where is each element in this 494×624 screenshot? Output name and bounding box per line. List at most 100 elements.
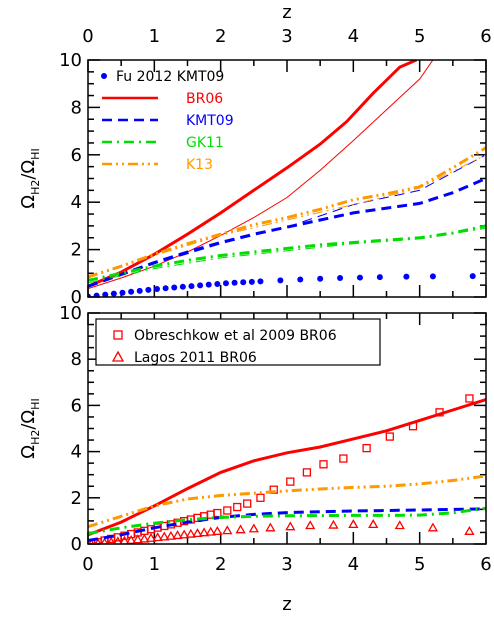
point-fu-2012-kmt09 <box>317 275 324 282</box>
legend-label: K13 <box>186 157 213 173</box>
point-lagos-2011-br06 <box>145 532 157 542</box>
x-tick-label: 1 <box>149 554 160 575</box>
top-x-tick-label: 5 <box>414 26 425 47</box>
point-lagos-2011-br06 <box>139 533 150 543</box>
y-tick-label: 0 <box>71 534 82 555</box>
legend-label: GK11 <box>186 135 224 151</box>
plot-frame <box>87 59 487 298</box>
series-line-k13 <box>88 146 486 279</box>
series-line-k13 <box>88 474 486 529</box>
point-fu-2012-kmt09 <box>145 286 152 293</box>
top-x-tick-label: 0 <box>82 26 93 47</box>
point-lagos-2011-br06 <box>172 530 183 540</box>
point-fu-2012-kmt09 <box>171 284 178 291</box>
point-fu-2012-kmt09 <box>205 281 212 288</box>
point-fu-2012-kmt09 <box>179 283 186 290</box>
x-tick-label: 4 <box>348 554 359 575</box>
point-lagos-2011-br06 <box>394 520 405 530</box>
point-fu-2012-kmt09 <box>214 280 221 287</box>
point-lagos-2011-br06 <box>235 524 246 534</box>
y-axis-label: ΩH2/ΩHI <box>18 398 42 458</box>
series-line-kmt09 <box>88 177 486 288</box>
legend: Obreschkow et al 2009 BR06 Lagos 2011 BR0… <box>95 318 381 366</box>
legend-label: Lagos 2011 BR06 <box>134 350 257 366</box>
point-fu-2012-kmt09 <box>93 292 100 297</box>
series-thin-line-k13 <box>88 154 486 279</box>
point-lagos-2011-br06 <box>427 522 439 532</box>
series-line-kmt09 <box>88 507 486 542</box>
point-fu-2012-kmt09 <box>257 278 264 285</box>
y-tick-label: 2 <box>71 240 82 261</box>
top-x-tick-label: 2 <box>215 26 226 47</box>
point-lagos-2011-br06 <box>328 519 339 529</box>
point-obreschkow-et-al-2009-br06 <box>243 499 252 508</box>
point-fu-2012-kmt09 <box>297 276 304 283</box>
series-thin-line-gk11 <box>88 227 486 284</box>
point-lagos-2011-br06 <box>285 521 296 531</box>
y-tick-label: 0 <box>71 287 82 308</box>
point-obreschkow-et-al-2009-br06 <box>213 508 222 518</box>
top-x-tick-label: 4 <box>348 26 359 47</box>
point-fu-2012-kmt09 <box>429 273 436 280</box>
point-obreschkow-et-al-2009-br06 <box>362 443 371 453</box>
point-lagos-2011-br06 <box>192 528 203 538</box>
series-line-br06 <box>88 60 417 288</box>
point-fu-2012-kmt09 <box>376 274 383 281</box>
point-lagos-2011-br06 <box>132 534 143 544</box>
x-tick-label: 2 <box>215 554 226 575</box>
legend-marker <box>111 350 125 362</box>
legend-label: Fu 2012 KMT09 <box>116 69 224 85</box>
x-tick-label: 0 <box>82 554 93 575</box>
point-fu-2012-kmt09 <box>153 285 160 292</box>
point-obreschkow-et-al-2009-br06 <box>286 477 295 486</box>
point-fu-2012-kmt09 <box>102 291 109 297</box>
x-tick-label: 6 <box>480 554 491 575</box>
x-axis-label: z <box>282 594 291 615</box>
legend-marker <box>113 330 123 340</box>
point-fu-2012-kmt09 <box>188 283 195 290</box>
x-tick-label: 3 <box>281 554 292 575</box>
point-obreschkow-et-al-2009-br06 <box>223 506 232 515</box>
plot-area <box>88 60 486 297</box>
top-x-tick-label: 1 <box>149 26 160 47</box>
top-x-tick-label: 6 <box>480 26 491 47</box>
point-obreschkow-et-al-2009-br06 <box>233 502 242 512</box>
point-lagos-2011-br06 <box>152 532 163 542</box>
point-fu-2012-kmt09 <box>162 285 169 292</box>
point-lagos-2011-br06 <box>205 526 216 536</box>
ticks <box>87 59 487 298</box>
y-tick-label: 6 <box>71 145 82 166</box>
y-tick-label: 8 <box>71 349 82 370</box>
point-fu-2012-kmt09 <box>248 278 255 285</box>
point-fu-2012-kmt09 <box>240 279 247 286</box>
legend-label: Obreschkow et al 2009 BR06 <box>134 328 337 344</box>
point-fu-2012-kmt09 <box>469 273 476 280</box>
legend-box <box>95 318 381 366</box>
point-fu-2012-kmt09 <box>128 288 135 295</box>
point-lagos-2011-br06 <box>248 523 259 533</box>
series-thin-line-br06 <box>88 60 434 290</box>
point-lagos-2011-br06 <box>222 525 233 535</box>
point-fu-2012-kmt09 <box>222 280 229 287</box>
plot-area <box>88 394 486 544</box>
top-x-axis-label: z <box>282 2 291 23</box>
y-tick-label: 6 <box>71 395 82 416</box>
point-fu-2012-kmt09 <box>119 289 126 296</box>
y-tick-label: 8 <box>71 97 82 118</box>
point-lagos-2011-br06 <box>165 530 177 540</box>
point-obreschkow-et-al-2009-br06 <box>256 493 265 502</box>
point-fu-2012-kmt09 <box>110 290 117 297</box>
legend-label: KMT09 <box>186 113 234 129</box>
point-lagos-2011-br06 <box>113 536 123 544</box>
legend: Fu 2012 KMT09 BR06 KMT09 GK11 K13 <box>101 69 234 173</box>
point-lagos-2011-br06 <box>348 519 359 529</box>
series-line-gk11 <box>88 506 486 536</box>
point-fu-2012-kmt09 <box>356 274 363 281</box>
x-tick-label: 5 <box>414 554 425 575</box>
series-line-br06 <box>88 398 486 537</box>
y-axis-label: ΩH2/ΩHI <box>18 148 42 208</box>
point-lagos-2011-br06 <box>464 525 475 535</box>
point-fu-2012-kmt09 <box>231 279 238 286</box>
